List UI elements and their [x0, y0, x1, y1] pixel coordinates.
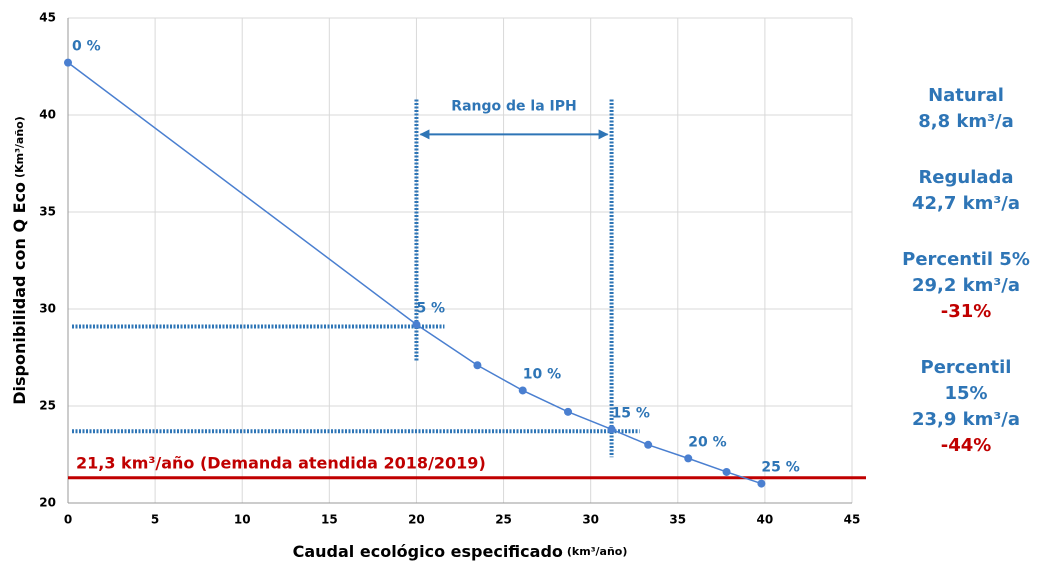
point-label: 10 % — [523, 366, 561, 382]
panel-text: Natural — [928, 85, 1004, 106]
range-label: Rango de la IPH — [451, 98, 576, 114]
panel-text: 23,9 km³/a — [912, 409, 1020, 430]
data-point — [473, 361, 482, 370]
x-tick-label: 35 — [669, 513, 686, 527]
x-tick-label: 5 — [151, 513, 159, 527]
point-label: 0 % — [72, 39, 101, 55]
x-tick-label: 20 — [408, 513, 425, 527]
y-tick-label: 25 — [39, 399, 56, 413]
y-tick-label: 35 — [39, 205, 56, 219]
point-label: 15 % — [612, 405, 650, 421]
y-axis-label-text: Disponibilidad con Q Eco — [10, 182, 29, 405]
y-axis-label-unit: (Km³/año) — [13, 116, 26, 178]
x-tick-label: 10 — [234, 513, 251, 527]
y-tick-label: 45 — [39, 11, 56, 25]
panel-text: 15% — [944, 383, 987, 404]
data-point — [644, 440, 653, 449]
demand-label: 21,3 km³/año (Demanda atendida 2018/2019… — [76, 453, 486, 472]
y-tick-label: 40 — [39, 108, 56, 122]
data-point — [518, 386, 527, 395]
y-tick-label: 30 — [39, 302, 56, 316]
x-tick-label: 30 — [582, 513, 599, 527]
panel-text: 29,2 km³/a — [912, 275, 1020, 296]
x-tick-label: 25 — [495, 513, 512, 527]
data-point — [757, 479, 766, 488]
data-point — [564, 407, 573, 416]
x-tick-label: 15 — [321, 513, 338, 527]
x-axis-label-unit: (km³/año) — [567, 545, 627, 558]
panel-delta: -44% — [941, 435, 992, 456]
x-tick-label: 40 — [757, 513, 774, 527]
y-tick-label: 20 — [39, 496, 56, 510]
panel-text: Percentil — [921, 357, 1012, 378]
data-point — [607, 425, 616, 434]
panel-text: 8,8 km³/a — [918, 111, 1013, 132]
panel-text: Percentil 5% — [902, 249, 1030, 270]
series-line — [67, 62, 762, 485]
panel-text: Regulada — [918, 167, 1013, 188]
x-tick-label: 0 — [64, 513, 72, 527]
data-point — [412, 320, 421, 329]
data-point — [722, 467, 731, 476]
x-axis-label-text: Caudal ecológico especificado — [293, 542, 563, 561]
point-label: 5 % — [416, 301, 445, 317]
panel-text: 42,7 km³/a — [912, 193, 1020, 214]
x-tick-label: 45 — [844, 513, 861, 527]
data-point — [684, 454, 693, 463]
x-axis-label: Caudal ecológico especificado (km³/año) — [293, 542, 628, 561]
y-axis-label: Disponibilidad con Q Eco (Km³/año) — [10, 116, 29, 405]
panel-delta: -31% — [941, 301, 992, 322]
data-point — [64, 58, 72, 67]
point-label: 20 % — [688, 434, 726, 450]
point-label: 25 % — [761, 460, 799, 476]
